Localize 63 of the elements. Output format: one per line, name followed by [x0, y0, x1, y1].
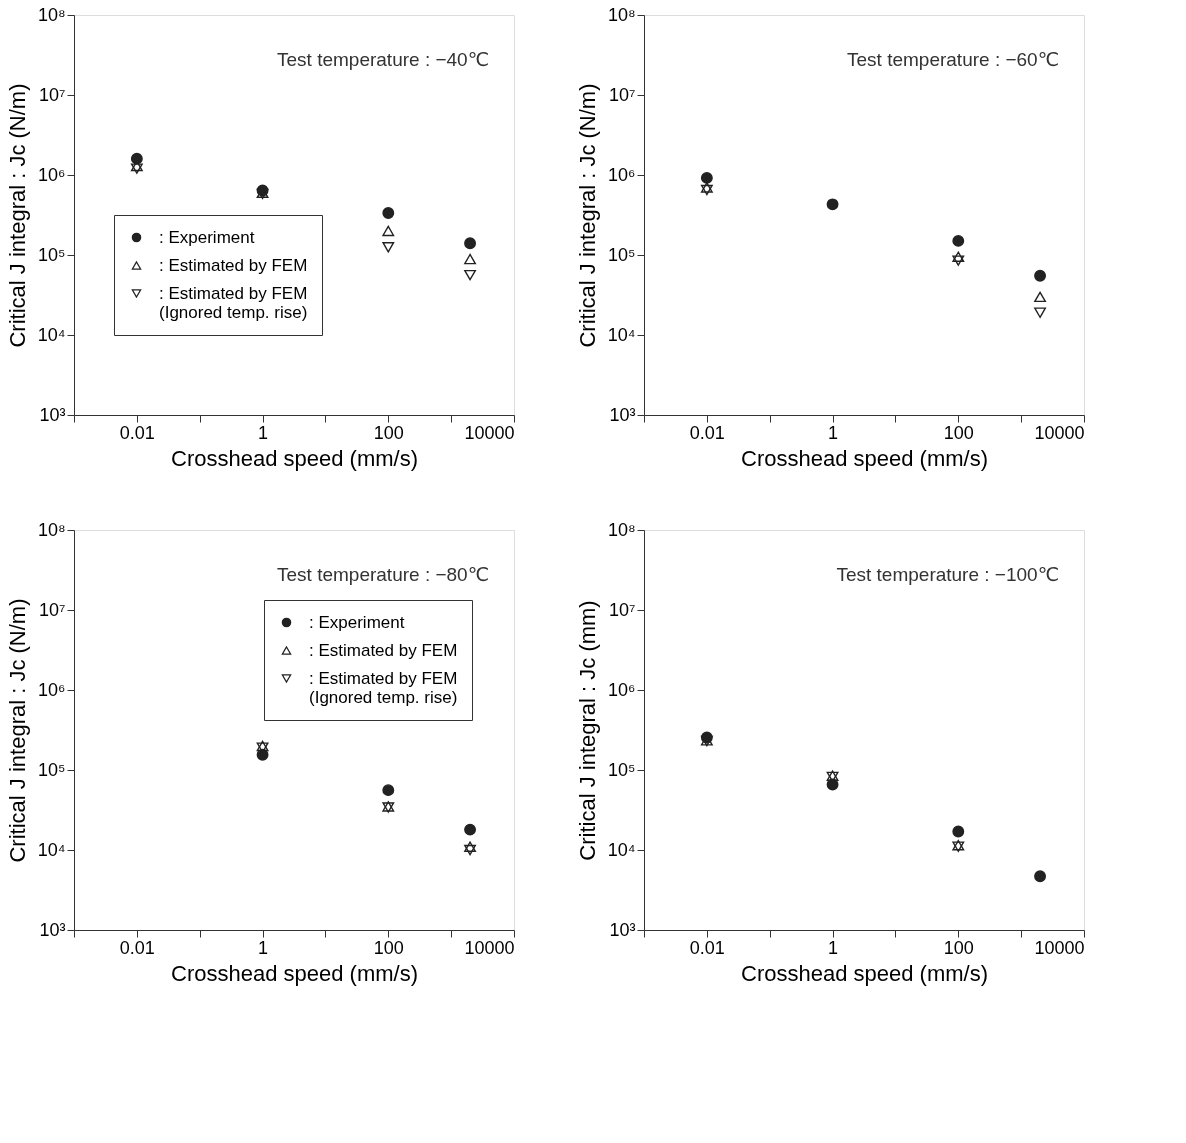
y-tick-label: 10⁶: [608, 164, 636, 185]
x-tick-label: 0.01: [119, 422, 155, 443]
x-axis-title: Crosshead speed (mm/s): [741, 960, 988, 986]
x-tick-label: 1: [828, 937, 839, 958]
y-tick-label: 10⁴: [37, 839, 66, 860]
legend-label: : Experiment: [159, 227, 255, 247]
y-tick-label: 10⁷: [38, 599, 66, 620]
legend-label: : Estimated by FEM (Ignored temp. rise): [159, 283, 308, 322]
y-tick-label: 10⁵: [608, 759, 636, 780]
y-tick-label: 10⁶: [608, 679, 636, 700]
point: [1034, 269, 1047, 282]
point: [952, 825, 965, 838]
text: Test temperature : −40℃: [277, 49, 489, 70]
y-tick-label: 10⁶: [38, 679, 66, 700]
legend-label: : Estimated by FEM: [309, 640, 458, 660]
y-tick-label: 10⁴: [607, 839, 636, 860]
x-tick-label: 100: [373, 937, 404, 958]
x-tick-label: 1: [258, 937, 269, 958]
y-tick-label: 10³: [39, 919, 66, 940]
point: [1034, 291, 1047, 303]
point: [700, 171, 713, 184]
y-tick-label: 10⁷: [608, 84, 636, 105]
y-axis-title: Critical J integral : Jc (mm): [574, 600, 600, 861]
x-tick-label: 100: [373, 422, 404, 443]
x-axis-title: Crosshead speed (mm/s): [171, 960, 418, 986]
y-tick-label: 10⁴: [607, 324, 636, 345]
x-tick-label: 100: [943, 937, 974, 958]
y-tick-label: 10⁵: [608, 244, 636, 265]
y-tick-label: 10⁸: [607, 519, 636, 540]
y-axis-title: Critical J integral : Jc (N/m): [4, 83, 30, 348]
x-tick-label: 100: [943, 422, 974, 443]
x-tick-label: 0.01: [119, 937, 155, 958]
x-tick-label: 1: [258, 422, 269, 443]
y-axis-title: Critical J integral : Jc (N/m): [574, 83, 600, 348]
y-tick-label: 10⁶: [38, 164, 66, 185]
y-tick-label: 10⁸: [37, 4, 66, 25]
x-axis-title: Crosshead speed (mm/s): [741, 445, 988, 471]
legend-label: : Estimated by FEM (Ignored temp. rise): [309, 668, 458, 707]
y-tick-label: 10⁸: [37, 519, 66, 540]
legend-label: : Experiment: [309, 612, 405, 632]
x-tick-label: 10000: [464, 937, 515, 958]
x-tick-label: 10000: [1034, 422, 1085, 443]
x-tick-label: 0.01: [689, 422, 725, 443]
y-tick-label: 10⁵: [38, 244, 66, 265]
y-tick-label: 10³: [609, 404, 636, 425]
x-tick-label: 10000: [464, 422, 515, 443]
text: Test temperature : −60℃: [847, 49, 1059, 70]
y-tick-label: 10⁴: [37, 324, 66, 345]
point: [1034, 307, 1047, 318]
y-axis-title: Critical J integral : Jc (N/m): [4, 598, 30, 863]
x-tick-label: 1: [828, 422, 839, 443]
x-axis-title: Crosshead speed (mm/s): [171, 445, 418, 471]
legend-label: : Estimated by FEM: [159, 255, 308, 275]
text: Test temperature : −100℃: [836, 564, 1059, 585]
text: Test temperature : −80℃: [277, 564, 489, 585]
y-tick-label: 10⁷: [608, 599, 636, 620]
x-tick-label: 0.01: [689, 937, 725, 958]
y-tick-label: 10³: [609, 919, 636, 940]
y-tick-label: 10⁸: [607, 4, 636, 25]
x-tick-label: 10000: [1034, 937, 1085, 958]
y-tick-label: 10³: [39, 404, 66, 425]
y-tick-label: 10⁵: [38, 759, 66, 780]
y-tick-label: 10⁷: [38, 84, 66, 105]
